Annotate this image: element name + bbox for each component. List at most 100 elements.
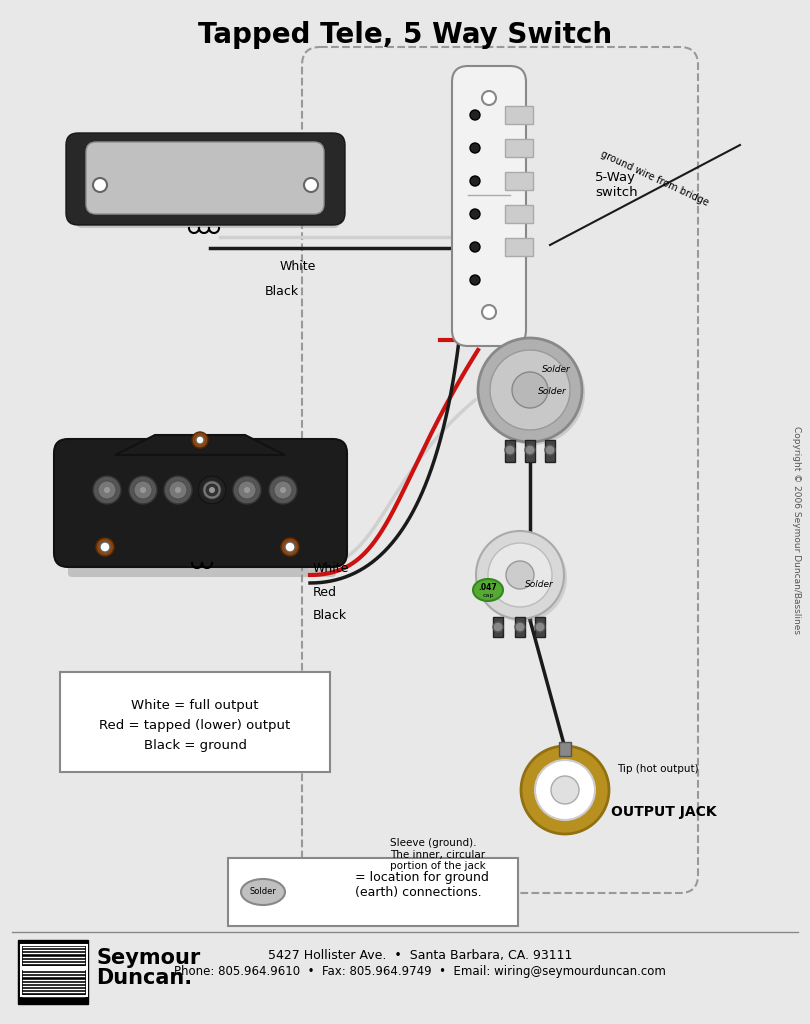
Text: = location for ground
(earth) connections.: = location for ground (earth) connection… [355,871,489,899]
Text: OUTPUT JACK: OUTPUT JACK [611,805,717,819]
Circle shape [164,476,192,504]
Circle shape [490,350,570,430]
Circle shape [512,372,548,408]
Circle shape [551,776,579,804]
Bar [21,969,87,996]
Circle shape [470,110,480,120]
Text: 5-Way
switch: 5-Way switch [595,171,637,199]
Text: Solder: Solder [538,387,567,396]
FancyBboxPatch shape [76,194,340,228]
Circle shape [488,543,552,607]
Text: White: White [313,562,349,575]
Text: Black: Black [313,609,347,622]
Circle shape [129,476,157,504]
Circle shape [535,622,545,632]
Circle shape [515,622,525,632]
Circle shape [233,476,261,504]
Circle shape [238,481,256,499]
Circle shape [478,338,582,442]
Bar [21,945,87,967]
Circle shape [140,487,146,493]
Text: Red = tapped (lower) output: Red = tapped (lower) output [100,719,291,731]
Bar [18,940,88,1004]
Text: .047: .047 [479,583,497,592]
Circle shape [481,341,585,445]
Bar [505,205,533,223]
Bar [535,617,545,637]
Text: Sleeve (ground).
The inner, circular
portion of the jack: Sleeve (ground). The inner, circular por… [390,838,486,871]
Circle shape [304,178,318,193]
Bar [515,617,525,637]
Text: 5427 Hollister Ave.  •  Santa Barbara, CA. 93111: 5427 Hollister Ave. • Santa Barbara, CA.… [268,948,572,962]
Circle shape [244,487,250,493]
Bar [505,440,515,462]
Bar [493,617,503,637]
FancyBboxPatch shape [60,672,330,772]
Circle shape [505,445,515,455]
Ellipse shape [473,579,503,601]
Text: Tip (hot output): Tip (hot output) [617,764,698,774]
FancyBboxPatch shape [66,133,345,225]
Bar [505,172,533,190]
Polygon shape [115,435,285,455]
FancyBboxPatch shape [228,858,518,926]
Circle shape [198,476,226,504]
Circle shape [470,143,480,153]
Bar [559,742,571,756]
Circle shape [506,561,534,589]
Bar [525,440,535,462]
Circle shape [209,487,215,493]
Circle shape [470,242,480,252]
Text: ground wire from bridge: ground wire from bridge [599,148,710,208]
Circle shape [96,538,114,556]
Text: White = full output: White = full output [131,698,258,712]
Circle shape [98,481,116,499]
Bar [505,106,533,124]
Circle shape [470,176,480,186]
FancyBboxPatch shape [452,66,526,346]
Circle shape [198,476,226,504]
Circle shape [479,534,567,622]
Circle shape [545,445,555,455]
Circle shape [196,436,204,444]
Text: Seymour: Seymour [96,948,200,968]
Text: Duncan.: Duncan. [96,968,192,988]
Circle shape [93,476,121,504]
Circle shape [535,760,595,820]
Text: Black = ground: Black = ground [143,738,246,752]
Text: Red: Red [313,586,337,599]
Bar [505,238,533,256]
FancyBboxPatch shape [86,142,324,214]
Ellipse shape [241,879,285,905]
Bar [505,139,533,157]
Text: Black: Black [265,285,299,298]
Circle shape [525,445,535,455]
Circle shape [203,481,221,499]
Circle shape [281,538,299,556]
Circle shape [169,481,187,499]
Circle shape [280,487,286,493]
Circle shape [269,476,297,504]
Text: Phone: 805.964.9610  •  Fax: 805.964.9749  •  Email: wiring@seymourduncan.com: Phone: 805.964.9610 • Fax: 805.964.9749 … [174,966,666,979]
Circle shape [470,209,480,219]
Circle shape [175,487,181,493]
Text: Solder: Solder [542,365,571,374]
Circle shape [104,487,110,493]
Circle shape [100,542,110,552]
Circle shape [493,622,503,632]
Circle shape [470,275,480,285]
Text: Solder: Solder [249,888,276,896]
Circle shape [285,542,295,552]
FancyBboxPatch shape [68,551,336,577]
Circle shape [521,746,609,834]
Circle shape [482,91,496,105]
Text: cap: cap [482,593,493,597]
Circle shape [274,481,292,499]
Text: White: White [280,260,317,273]
Circle shape [192,432,208,449]
Text: Tapped Tele, 5 Way Switch: Tapped Tele, 5 Way Switch [198,22,612,49]
Circle shape [206,484,218,496]
FancyBboxPatch shape [54,439,347,567]
Circle shape [482,305,496,319]
Bar [545,440,555,462]
